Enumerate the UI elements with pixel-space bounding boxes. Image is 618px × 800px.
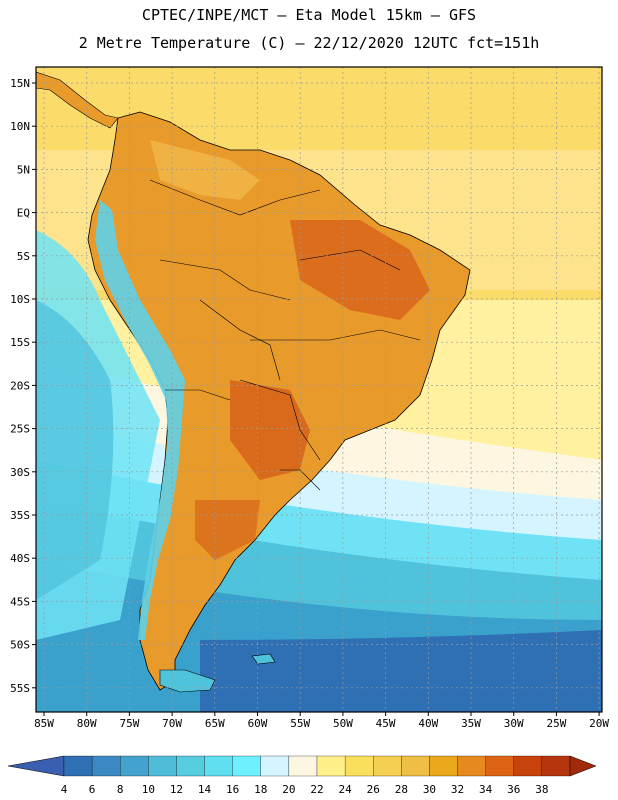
lat-label: 30S [10, 466, 30, 479]
hot-region-central [230, 380, 310, 480]
hot-region-north [290, 220, 430, 320]
lon-label: 70W [162, 717, 182, 730]
colorbar-swatch [232, 755, 261, 777]
lat-label: 50S [10, 639, 30, 652]
map-frame [35, 66, 603, 713]
colorbar-swatch [457, 755, 486, 777]
colorbar-swatch [176, 755, 205, 777]
colorbar-swatch [541, 755, 571, 777]
colorbar-swatch [485, 755, 514, 777]
colorbar-tick-label: 10 [142, 783, 155, 796]
lon-label: 50W [333, 717, 353, 730]
lon-label: 40W [418, 717, 438, 730]
graticule [36, 67, 602, 712]
colorbar-swatch [288, 755, 318, 777]
colorbar-swatch [429, 755, 458, 777]
colorbar-arrow-high [569, 755, 597, 777]
colorbar-tick-label: 28 [395, 783, 408, 796]
lon-label: 25W [546, 717, 566, 730]
ocean-deep-band [200, 630, 602, 712]
tierra-del-fuego [159, 669, 216, 693]
colorbar-swatch [148, 755, 177, 777]
colorbar-swatch [91, 755, 121, 777]
pacific-cold-core [36, 300, 114, 600]
colorbar-tick-label: 30 [423, 783, 436, 796]
lon-label: 35W [461, 717, 481, 730]
lat-label: 40S [10, 552, 30, 565]
lat-label: EQ [17, 207, 30, 220]
colorbar-tick-label: 8 [117, 783, 124, 796]
colorbar-tick-label: 24 [338, 783, 352, 796]
colorbar-swatch [260, 755, 290, 777]
colorbar-swatch [63, 755, 93, 777]
colorbar-swatch [120, 755, 149, 777]
colorbar-tick-label: 22 [310, 783, 323, 796]
colorbar-swatch [316, 755, 346, 777]
colorbar [7, 755, 597, 777]
lat-label: 10N [10, 120, 30, 133]
latitude-labels: 15N 10N 5N EQ 5S 10S 15S 20S 25S 30S 35S 40S 45S 50S 5… [10, 77, 36, 695]
colorbar-tick-label: 18 [254, 783, 267, 796]
colorbar-tick-label: 26 [367, 783, 380, 796]
lon-label: 75W [119, 717, 139, 730]
map-title-line1: CPTEC/INPE/MCT – Eta Model 15km – GFS [141, 6, 477, 24]
lon-label: 85W [34, 717, 54, 730]
colorbar-tick-label: 34 [479, 783, 493, 796]
andes-cold-strip [95, 200, 185, 640]
lon-label: 30W [504, 717, 524, 730]
country-borders [149, 179, 421, 491]
colorbar-swatch [373, 755, 402, 777]
lon-label: 60W [248, 717, 268, 730]
colorbar-tick-label: 32 [451, 783, 464, 796]
colorbar-swatch [513, 755, 543, 777]
lon-label: 80W [77, 717, 97, 730]
lat-label: 55S [10, 682, 30, 695]
warm-region-north [150, 140, 260, 200]
colorbar-tick-label: 20 [282, 783, 295, 796]
central-america-land [36, 71, 119, 129]
lat-label: 25S [10, 423, 30, 436]
colorbar-tick-label: 6 [89, 783, 96, 796]
lat-label: 15S [10, 336, 30, 349]
map-field [36, 67, 602, 712]
lon-label: 65W [205, 717, 225, 730]
lon-label: 55W [290, 717, 310, 730]
lat-label: 15N [10, 77, 30, 90]
colorbar-swatch [401, 755, 430, 777]
colorbar-labels: 4 6 8 10 12 14 16 18 20 22 24 26 28 30 32 34 36 38 [61, 783, 549, 796]
lat-label: 45S [10, 595, 30, 608]
colorbar-tick-label: 36 [507, 783, 520, 796]
colorbar-tick-label: 14 [198, 783, 212, 796]
colorbar-swatch [204, 755, 233, 777]
colorbar-tick-label: 16 [226, 783, 239, 796]
lat-label: 35S [10, 509, 30, 522]
colorbar-tick-label: 4 [61, 783, 68, 796]
lat-label: 5N [17, 163, 30, 176]
longitude-labels: 85W 80W 75W 70W 65W 60W 55W 50W 45W 40W 35W 30W 25W 2… [34, 712, 609, 730]
colorbar-tick-label: 12 [170, 783, 183, 796]
lat-label: 5S [17, 250, 30, 263]
falkland-islands [251, 653, 276, 665]
map-title-line2: 2 Metre Temperature (C) – 22/12/2020 12U… [78, 34, 540, 52]
colorbar-tick-label: 38 [535, 783, 548, 796]
lat-label: 10S [10, 293, 30, 306]
lon-label: 20W [589, 717, 609, 730]
lon-label: 45W [376, 717, 396, 730]
lat-label: 20S [10, 379, 30, 392]
colorbar-swatch [344, 755, 374, 777]
colorbar-arrow-low [7, 755, 65, 777]
